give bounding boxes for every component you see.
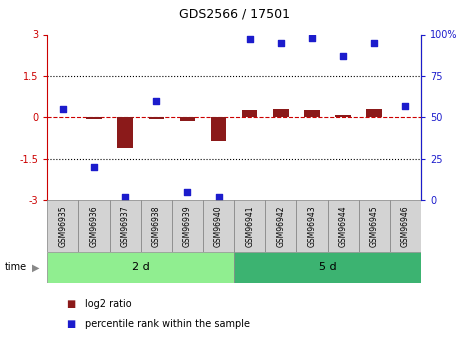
Text: GSM96945: GSM96945 — [370, 205, 379, 247]
FancyBboxPatch shape — [47, 252, 234, 283]
Text: time: time — [5, 263, 27, 272]
Bar — [242, 110, 257, 117]
Text: GSM96937: GSM96937 — [121, 205, 130, 247]
Text: GSM96946: GSM96946 — [401, 205, 410, 247]
Point — [184, 189, 191, 195]
Point — [152, 98, 160, 104]
Text: GSM96935: GSM96935 — [58, 205, 67, 247]
Text: GSM96943: GSM96943 — [307, 205, 316, 247]
Bar — [304, 110, 320, 117]
Point — [90, 164, 98, 170]
Bar — [211, 117, 227, 141]
Point — [215, 194, 222, 199]
Point — [339, 53, 347, 59]
Bar — [86, 117, 102, 119]
FancyBboxPatch shape — [79, 200, 110, 252]
Text: GDS2566 / 17501: GDS2566 / 17501 — [179, 8, 289, 21]
FancyBboxPatch shape — [328, 200, 359, 252]
Point — [370, 40, 378, 46]
Bar — [149, 117, 164, 119]
Bar — [367, 109, 382, 117]
Text: ■: ■ — [66, 299, 76, 308]
Bar — [273, 109, 289, 117]
FancyBboxPatch shape — [390, 200, 421, 252]
Text: ■: ■ — [66, 319, 76, 329]
FancyBboxPatch shape — [265, 200, 297, 252]
Text: GSM96940: GSM96940 — [214, 205, 223, 247]
Bar — [335, 115, 351, 117]
Text: GSM96944: GSM96944 — [339, 205, 348, 247]
Text: GSM96936: GSM96936 — [89, 205, 98, 247]
Text: 2 d: 2 d — [132, 263, 149, 272]
Point — [246, 37, 254, 42]
FancyBboxPatch shape — [359, 200, 390, 252]
Text: GSM96938: GSM96938 — [152, 205, 161, 247]
FancyBboxPatch shape — [141, 200, 172, 252]
Text: 5 d: 5 d — [319, 263, 336, 272]
Text: GSM96939: GSM96939 — [183, 205, 192, 247]
Text: GSM96942: GSM96942 — [276, 205, 285, 247]
Point — [277, 40, 285, 46]
Point — [402, 103, 409, 108]
Text: percentile rank within the sample: percentile rank within the sample — [85, 319, 250, 329]
Point — [308, 35, 316, 41]
FancyBboxPatch shape — [234, 200, 265, 252]
Text: log2 ratio: log2 ratio — [85, 299, 132, 308]
FancyBboxPatch shape — [203, 200, 234, 252]
FancyBboxPatch shape — [110, 200, 140, 252]
Point — [59, 106, 67, 112]
Text: GSM96941: GSM96941 — [245, 205, 254, 247]
Bar — [180, 117, 195, 121]
FancyBboxPatch shape — [297, 200, 327, 252]
FancyBboxPatch shape — [172, 200, 203, 252]
Text: ▶: ▶ — [32, 263, 39, 272]
Bar — [117, 117, 133, 148]
Point — [122, 194, 129, 199]
FancyBboxPatch shape — [234, 252, 421, 283]
FancyBboxPatch shape — [47, 200, 79, 252]
